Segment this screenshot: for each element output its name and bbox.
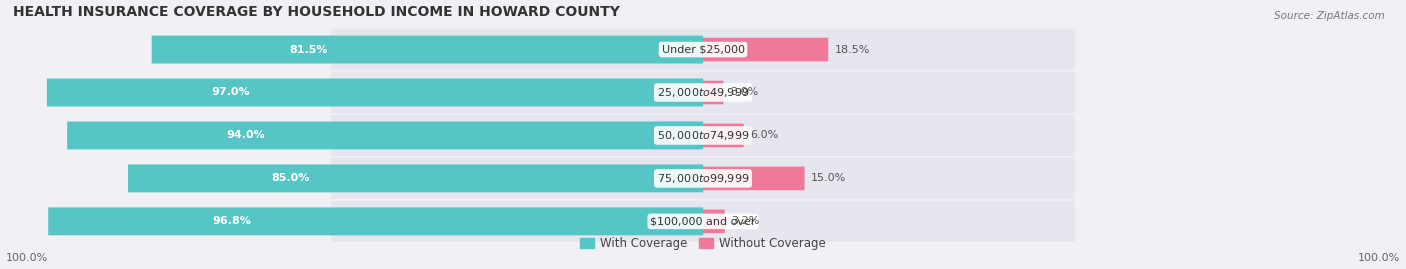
Text: 6.0%: 6.0% <box>751 130 779 140</box>
Text: 3.0%: 3.0% <box>730 87 758 97</box>
Text: Under $25,000: Under $25,000 <box>661 45 745 55</box>
Text: 85.0%: 85.0% <box>271 174 311 183</box>
FancyBboxPatch shape <box>703 38 828 61</box>
FancyBboxPatch shape <box>330 115 1076 156</box>
Text: Source: ZipAtlas.com: Source: ZipAtlas.com <box>1274 11 1385 21</box>
FancyBboxPatch shape <box>152 36 703 63</box>
FancyBboxPatch shape <box>48 207 703 235</box>
FancyBboxPatch shape <box>330 201 1076 242</box>
FancyBboxPatch shape <box>703 124 744 147</box>
Text: 18.5%: 18.5% <box>835 45 870 55</box>
Text: 81.5%: 81.5% <box>290 45 328 55</box>
FancyBboxPatch shape <box>330 72 1076 113</box>
FancyBboxPatch shape <box>703 167 804 190</box>
FancyBboxPatch shape <box>703 81 724 104</box>
FancyBboxPatch shape <box>330 158 1076 199</box>
Text: 96.8%: 96.8% <box>212 216 250 226</box>
Text: $75,000 to $99,999: $75,000 to $99,999 <box>657 172 749 185</box>
FancyBboxPatch shape <box>67 122 703 149</box>
Text: $25,000 to $49,999: $25,000 to $49,999 <box>657 86 749 99</box>
Text: 15.0%: 15.0% <box>811 174 846 183</box>
FancyBboxPatch shape <box>128 164 703 192</box>
FancyBboxPatch shape <box>46 79 703 107</box>
Text: 3.2%: 3.2% <box>731 216 759 226</box>
Text: $100,000 and over: $100,000 and over <box>650 216 756 226</box>
Text: 97.0%: 97.0% <box>211 87 250 97</box>
Legend: With Coverage, Without Coverage: With Coverage, Without Coverage <box>575 232 831 255</box>
Text: $50,000 to $74,999: $50,000 to $74,999 <box>657 129 749 142</box>
FancyBboxPatch shape <box>703 210 724 233</box>
FancyBboxPatch shape <box>330 29 1076 70</box>
Text: 94.0%: 94.0% <box>226 130 264 140</box>
Text: HEALTH INSURANCE COVERAGE BY HOUSEHOLD INCOME IN HOWARD COUNTY: HEALTH INSURANCE COVERAGE BY HOUSEHOLD I… <box>13 5 620 19</box>
